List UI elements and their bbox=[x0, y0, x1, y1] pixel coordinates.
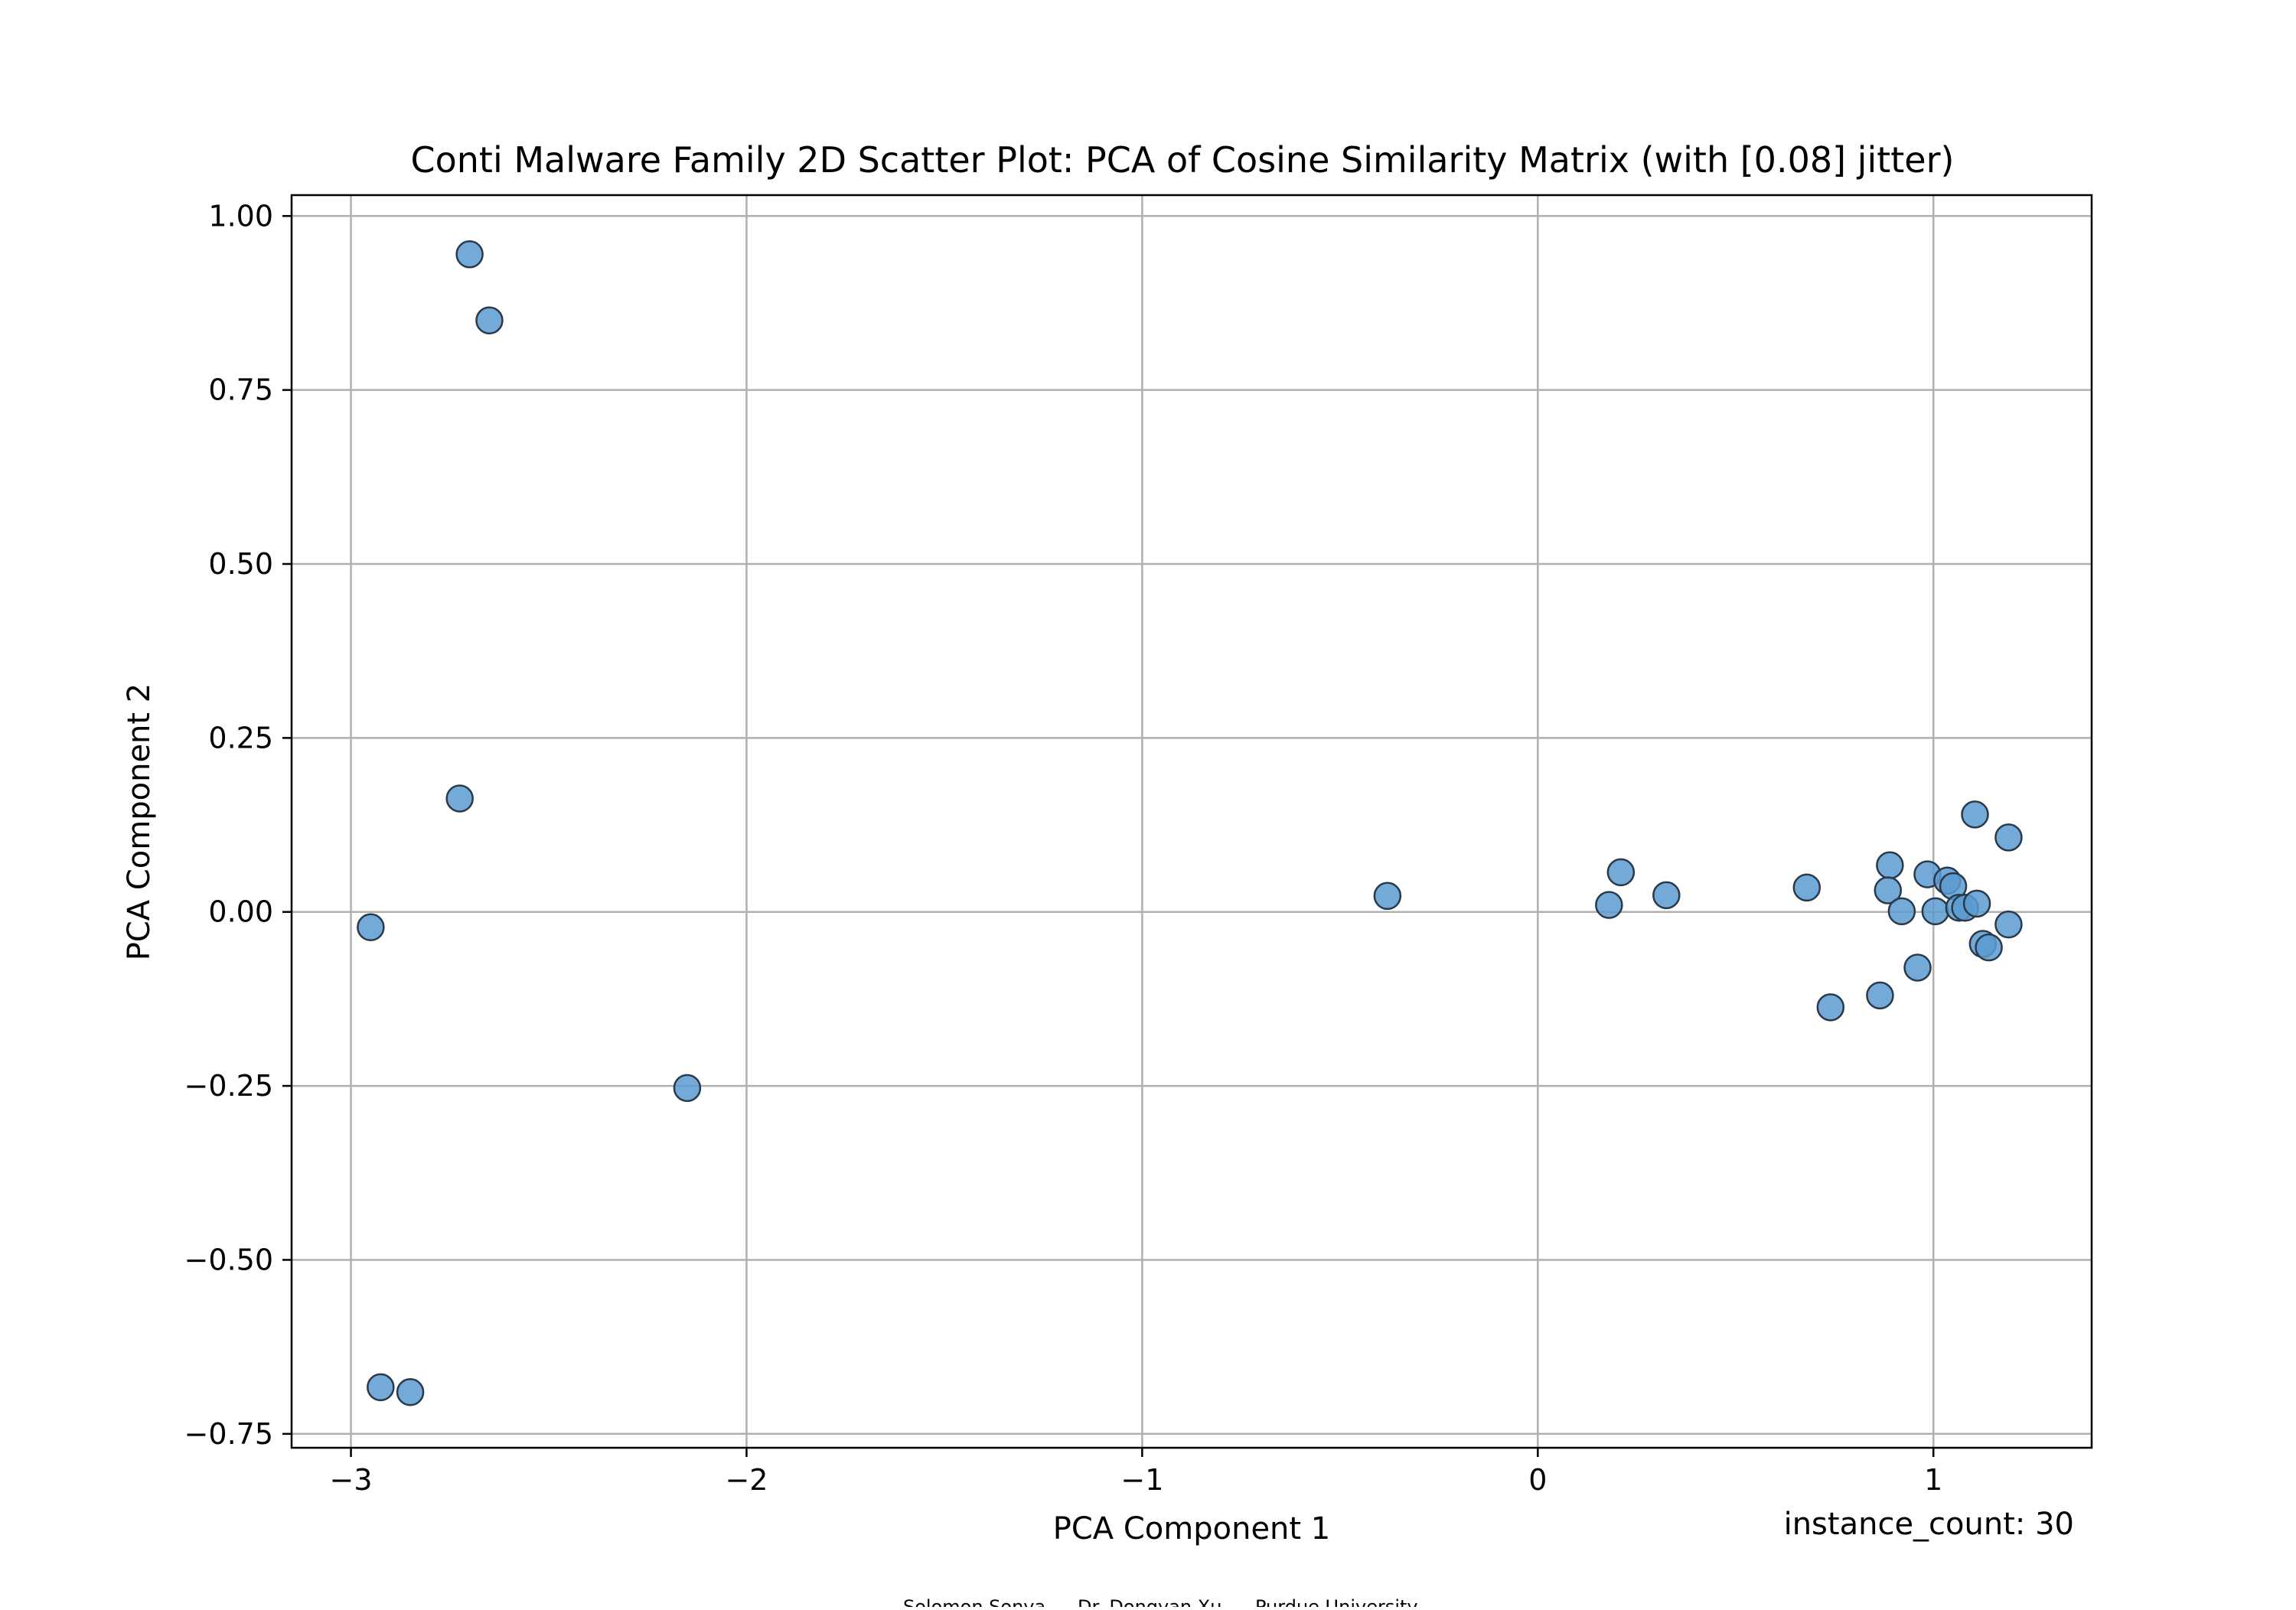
data-point bbox=[445, 784, 474, 813]
data-point bbox=[396, 1377, 425, 1406]
y-tick-label: −0.75 bbox=[184, 1417, 273, 1451]
credits: Solomon Sonya Dr. Dongyan Xu Purdue Univ… bbox=[903, 1596, 1418, 1610]
x-axis-label: PCA Component 1 bbox=[1053, 1511, 1331, 1546]
data-point bbox=[357, 913, 385, 941]
x-tick-label: 0 bbox=[1528, 1463, 1547, 1497]
x-tick-label: −3 bbox=[330, 1463, 373, 1497]
data-point bbox=[1961, 800, 1989, 829]
credit-advisor: Dr. Dongyan Xu bbox=[1078, 1596, 1221, 1607]
data-point bbox=[1876, 851, 1904, 880]
x-tick-label: −2 bbox=[725, 1463, 768, 1497]
data-point bbox=[1866, 981, 1894, 1010]
data-point bbox=[1652, 881, 1681, 910]
x-tick-label: −1 bbox=[1120, 1463, 1163, 1497]
data-point bbox=[1595, 891, 1623, 919]
data-point bbox=[1816, 993, 1845, 1022]
y-tick-label: −0.25 bbox=[184, 1069, 273, 1103]
data-point bbox=[1792, 873, 1821, 902]
data-point bbox=[1994, 910, 2023, 939]
data-point bbox=[1606, 858, 1636, 887]
y-tick-label: 0.25 bbox=[208, 721, 273, 754]
credit-author: Solomon Sonya bbox=[903, 1596, 1045, 1607]
data-point bbox=[1921, 897, 1950, 926]
axes-frame bbox=[290, 194, 2093, 1449]
data-point bbox=[1373, 882, 1402, 911]
data-points bbox=[357, 240, 2023, 1406]
y-tick-label: 0.75 bbox=[208, 373, 273, 407]
y-tick-label: 0.50 bbox=[208, 547, 273, 581]
credit-institution: Purdue University bbox=[1255, 1596, 1418, 1607]
chart-title: Conti Malware Family 2D Scatter Plot: PC… bbox=[411, 139, 1955, 181]
grid-lines bbox=[292, 195, 2092, 1448]
data-point bbox=[1887, 897, 1916, 926]
y-tick-label: −0.50 bbox=[184, 1243, 273, 1276]
data-point bbox=[1975, 933, 2003, 962]
data-point bbox=[455, 240, 484, 269]
y-tick-label: 1.00 bbox=[208, 199, 273, 233]
y-axis-label: PCA Component 2 bbox=[122, 683, 157, 961]
y-tick-label: 0.00 bbox=[208, 895, 273, 929]
data-point bbox=[673, 1074, 702, 1103]
data-point bbox=[475, 306, 504, 334]
x-tick-label: 1 bbox=[1924, 1463, 1942, 1497]
data-point bbox=[367, 1373, 395, 1402]
data-point bbox=[1874, 876, 1903, 904]
data-point bbox=[1994, 823, 2023, 852]
data-point bbox=[1962, 889, 1991, 918]
axis-ticks: −3 −2 −1 0 1 1.00 0.75 0.50 0.25 0.00 −0.25 −0.50 −0… bbox=[184, 199, 1943, 1497]
instance-count-label: instance_count: 30 bbox=[1784, 1507, 2074, 1542]
data-point bbox=[1903, 953, 1932, 982]
